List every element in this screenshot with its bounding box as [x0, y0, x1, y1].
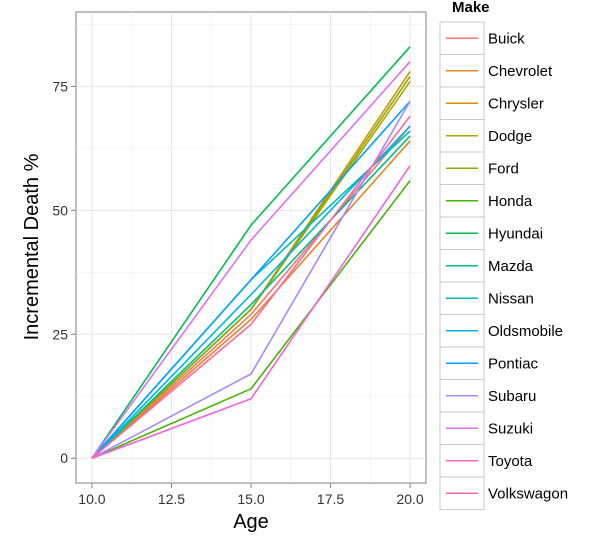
legend-label-volkswagon: Volkswagon: [488, 485, 568, 502]
series-line-buick: [91, 125, 411, 459]
legend-label-mazda: Mazda: [488, 258, 534, 275]
legend-label-buick: Buick: [488, 30, 525, 47]
x-tick-label: 10.0: [78, 491, 105, 507]
legend-label-chrysler: Chrysler: [488, 95, 544, 112]
y-axis-title: Incremental Death %: [21, 153, 43, 340]
y-axis: 0 25 50 75: [52, 78, 76, 466]
legend-label-honda: Honda: [488, 193, 533, 210]
series-line-suzuki: [91, 61, 411, 459]
series-lines: [91, 46, 411, 459]
legend-label-subaru: Subaru: [488, 388, 536, 405]
legend-label-hyundai: Hyundai: [488, 225, 543, 242]
y-tick-label: 0: [60, 450, 68, 466]
major-gridlines: [76, 12, 426, 483]
legend-title: Make: [452, 0, 490, 16]
y-tick-label: 50: [52, 202, 68, 218]
legend-label-toyota: Toyota: [488, 453, 533, 470]
y-tick-label: 75: [52, 78, 68, 94]
y-tick-label: 25: [52, 326, 68, 342]
series-line-honda: [91, 180, 411, 459]
legend-label-suzuki: Suzuki: [488, 420, 533, 437]
series-line-volkswagon: [91, 115, 411, 459]
x-tick-label: 12.5: [158, 491, 185, 507]
legend-label-dodge: Dodge: [488, 128, 532, 145]
series-line-oldsmobile: [91, 125, 411, 459]
x-tick-label: 20.0: [396, 491, 423, 507]
series-line-chevrolet: [91, 140, 411, 459]
series-line-pontiac: [91, 100, 411, 459]
legend-label-pontiac: Pontiac: [488, 355, 539, 372]
x-axis: 10.0 12.5 15.0 17.5 20.0: [78, 483, 424, 507]
series-line-hyundai: [91, 46, 411, 459]
x-tick-label: 17.5: [317, 491, 344, 507]
series-line-ford: [91, 75, 411, 459]
legend-label-ford: Ford: [488, 160, 519, 177]
series-line-subaru: [91, 100, 411, 459]
x-axis-title: Age: [233, 511, 269, 533]
x-tick-label: 15.0: [237, 491, 264, 507]
legend: Buick Chevrolet Chrysler Dodge Ford Honda Hyun…: [439, 21, 568, 510]
series-line-toyota: [91, 165, 411, 459]
legend-label-oldsmobile: Oldsmobile: [488, 323, 563, 340]
legend-label-chevrolet: Chevrolet: [488, 63, 553, 80]
legend-label-nissan: Nissan: [488, 290, 534, 307]
